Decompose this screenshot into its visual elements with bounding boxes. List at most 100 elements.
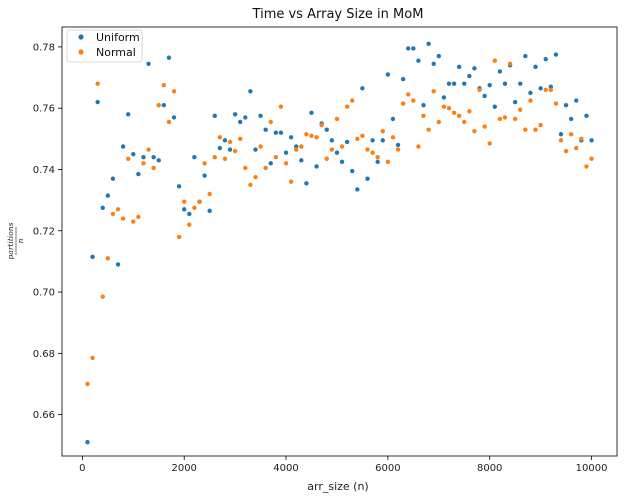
data-point-normal [497,116,503,122]
data-point-normal [584,164,589,169]
chart-title: Time vs Array Size in MoM [252,7,424,22]
data-point-uniform [426,41,431,47]
data-point-normal [406,92,411,97]
data-point-uniform [553,52,559,57]
data-point-normal [558,138,564,143]
data-point-uniform [467,73,472,79]
data-point-normal [176,234,182,240]
data-point-uniform [222,138,228,143]
data-point-normal [141,161,146,166]
data-point-uniform [456,64,462,70]
data-point-uniform [273,130,279,135]
data-point-normal [207,191,212,197]
data-point-uniform [365,176,370,181]
data-point-uniform [95,99,100,105]
data-point-normal [120,216,126,221]
data-point-normal [232,148,238,154]
data-point-normal [339,144,345,149]
data-point-uniform [309,110,314,116]
data-point-uniform [400,76,406,82]
data-point-normal [329,147,335,152]
data-point-normal [375,155,380,160]
data-point-normal [212,155,217,160]
data-point-uniform [380,138,385,143]
data-point-uniform [334,150,340,155]
data-point-uniform [100,205,105,210]
data-point-uniform [115,262,121,267]
data-point-normal [380,128,385,134]
data-point-normal [574,145,579,151]
data-point-normal [314,135,319,140]
data-point-uniform [370,138,375,143]
data-point-normal [411,98,416,103]
data-point-normal [146,147,151,152]
data-point-normal [151,165,156,171]
data-point-uniform [533,64,538,70]
data-point-normal [182,199,187,204]
data-point-uniform [497,69,503,74]
data-point-normal [507,61,513,66]
data-point-normal [512,116,518,122]
y-tick-label: 0.76 [33,104,55,115]
data-point-uniform [574,98,579,103]
data-point-uniform [314,164,319,169]
data-point-normal [192,205,197,210]
data-point-uniform [105,193,111,198]
data-point-uniform [446,81,452,86]
data-point-normal [589,156,594,161]
data-point-normal [334,116,340,122]
data-point-uniform [436,53,441,59]
data-point-uniform [278,130,284,135]
data-point-uniform [518,81,523,86]
data-point-normal [528,98,533,103]
data-point-uniform [355,187,360,192]
data-point-normal [472,128,477,134]
data-point-normal [278,104,284,109]
y-tick-label: 0.78 [33,42,55,53]
data-point-normal [426,127,431,132]
x-tick-label: 0 [79,463,85,474]
data-point-uniform [329,138,335,143]
data-point-uniform [360,86,365,91]
data-point-uniform [120,144,126,149]
data-point-normal [579,136,584,142]
data-point-normal [105,256,111,261]
data-point-normal [395,147,401,152]
data-point-uniform [268,161,273,166]
y-tick-label: 0.68 [33,349,55,360]
data-point-uniform [421,102,426,108]
data-point-normal [299,144,304,149]
data-point-normal [350,98,355,103]
data-point-normal [543,87,548,93]
y-axis-label: partitions n [6,222,25,259]
data-point-normal [451,110,457,116]
data-point-normal [309,133,314,138]
data-point-uniform [192,155,197,160]
data-point-normal [115,207,121,212]
data-point-normal [131,219,136,224]
data-point-uniform [406,46,411,51]
legend-marker-uniform [78,34,84,40]
data-point-uniform [288,135,294,140]
data-point-uniform [563,102,569,108]
data-point-uniform [283,150,289,155]
data-point-uniform [375,159,380,165]
data-point-uniform [227,147,233,152]
y-axis-label-denominator: n [16,238,25,243]
data-point-normal [492,58,497,63]
data-point-normal [161,83,167,88]
data-point-uniform [171,115,177,120]
series-uniform [85,41,594,445]
data-point-uniform [299,158,304,163]
data-point-uniform [344,139,350,145]
data-point-uniform [141,155,146,160]
data-point-uniform [589,138,594,143]
data-point-uniform [136,171,141,177]
data-point-normal [487,141,492,146]
data-point-normal [400,101,406,106]
data-point-uniform [416,58,421,63]
data-point-uniform [339,159,345,165]
data-point-normal [390,135,396,140]
y-tick-label: 0.74 [33,165,55,176]
data-point-uniform [125,112,131,117]
